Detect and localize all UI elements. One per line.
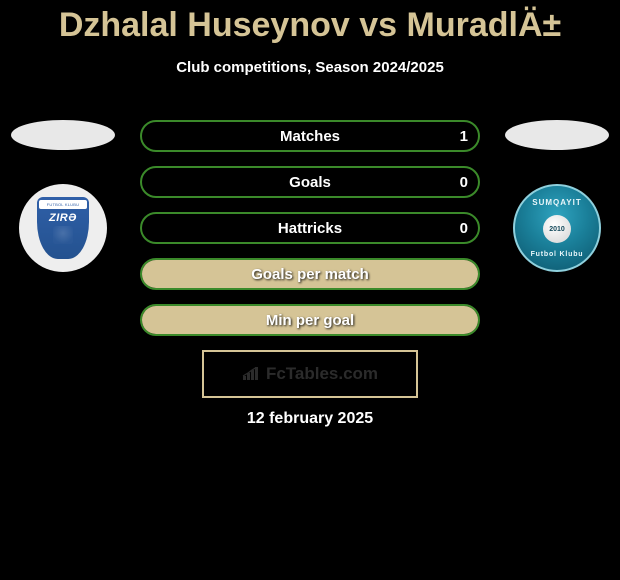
stats-bars: Matches 1 Goals 0 Hattricks 0 Goals per … (140, 120, 480, 350)
stat-bar-goals-per-match: Goals per match (140, 258, 480, 290)
stat-label: Goals per match (251, 266, 369, 283)
stat-label: Goals (289, 174, 331, 191)
left-flag-icon (11, 120, 115, 150)
brand-text: FcTables.com (266, 364, 378, 384)
stat-bar-hattricks: Hattricks 0 (140, 212, 480, 244)
chart-bars-icon (242, 367, 260, 381)
right-player-column: SUMQAYIT 2010 Futbol Klubu (502, 120, 612, 272)
stat-right-value: 0 (460, 220, 468, 237)
page-title: Dzhalal Huseynov vs MuradlÄ± (0, 0, 620, 45)
left-club-emblem-icon (53, 226, 73, 244)
right-club-ball-icon: 2010 (543, 215, 571, 243)
stat-label: Min per goal (266, 312, 354, 329)
page-subtitle: Club competitions, Season 2024/2025 (0, 59, 620, 76)
right-club-badge: SUMQAYIT 2010 Futbol Klubu (513, 184, 601, 272)
left-club-badge: FUTBOL KLUBU ZIRƏ (19, 184, 107, 272)
infographic-root: Dzhalal Huseynov vs MuradlÄ± Club compet… (0, 0, 620, 580)
right-club-year: 2010 (549, 226, 565, 233)
right-flag-icon (505, 120, 609, 150)
brand-box: FcTables.com (202, 350, 418, 398)
left-club-topbar: FUTBOL KLUBU (39, 200, 87, 209)
stat-label: Matches (280, 128, 340, 145)
left-club-name: ZIRƏ (49, 212, 77, 224)
left-club-shield-icon: FUTBOL KLUBU ZIRƏ (37, 197, 89, 259)
right-club-top-arc: SUMQAYIT (532, 198, 582, 207)
stat-bar-min-per-goal: Min per goal (140, 304, 480, 336)
stat-right-value: 0 (460, 174, 468, 191)
stat-right-value: 1 (460, 128, 468, 145)
stat-bar-matches: Matches 1 (140, 120, 480, 152)
stat-label: Hattricks (278, 220, 342, 237)
date-line: 12 february 2025 (0, 410, 620, 428)
left-player-column: FUTBOL KLUBU ZIRƏ (8, 120, 118, 272)
stat-bar-goals: Goals 0 (140, 166, 480, 198)
right-club-bottom-arc: Futbol Klubu (531, 251, 584, 258)
